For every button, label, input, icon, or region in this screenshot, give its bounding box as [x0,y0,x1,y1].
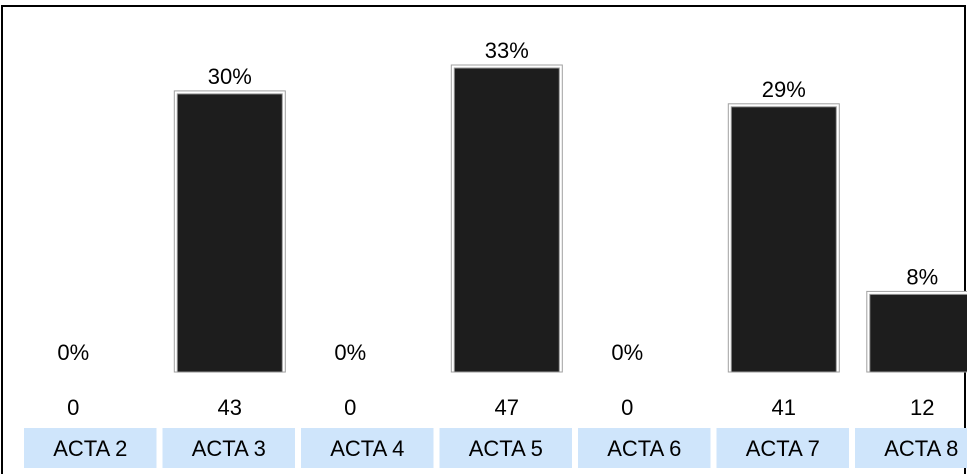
category-label-acta-2: ACTA 2 [53,436,127,461]
bar-acta-7 [730,106,837,373]
category-label-acta-8: ACTA 8 [884,436,958,461]
category-bg-acta-4 [301,428,434,468]
count-label-acta-8: 12 [910,395,934,420]
bar-acta-5 [453,67,560,373]
category-bg-acta-3 [162,428,295,468]
chart-frame [1,5,966,474]
category-bg-acta-6 [578,428,711,468]
count-label-acta-4: 0 [344,395,356,420]
category-label-acta-5: ACTA 5 [469,436,543,461]
count-label-acta-2: 0 [67,395,79,420]
percent-label-acta-2: 0% [57,340,89,365]
category-label-acta-7: ACTA 7 [746,436,820,461]
category-label-acta-3: ACTA 3 [192,436,266,461]
bar-acta-3 [176,93,283,373]
percent-label-acta-3: 30% [208,64,252,89]
percent-label-acta-8: 8% [906,264,938,289]
percent-label-acta-6: 0% [611,340,643,365]
count-label-acta-3: 43 [218,395,242,420]
category-bg-acta-5 [439,428,572,468]
count-label-acta-7: 41 [772,395,796,420]
percent-label-acta-4: 0% [334,340,366,365]
count-label-acta-5: 47 [495,395,519,420]
category-label-acta-4: ACTA 4 [330,436,404,461]
percent-label-acta-5: 33% [485,38,529,63]
bar-acta-8 [869,293,967,373]
percent-label-acta-7: 29% [762,77,806,102]
category-bg-acta-8 [855,428,967,468]
category-label-acta-6: ACTA 6 [607,436,681,461]
category-bg-acta-2 [24,428,157,468]
count-label-acta-6: 0 [621,395,633,420]
category-bg-acta-7 [716,428,849,468]
